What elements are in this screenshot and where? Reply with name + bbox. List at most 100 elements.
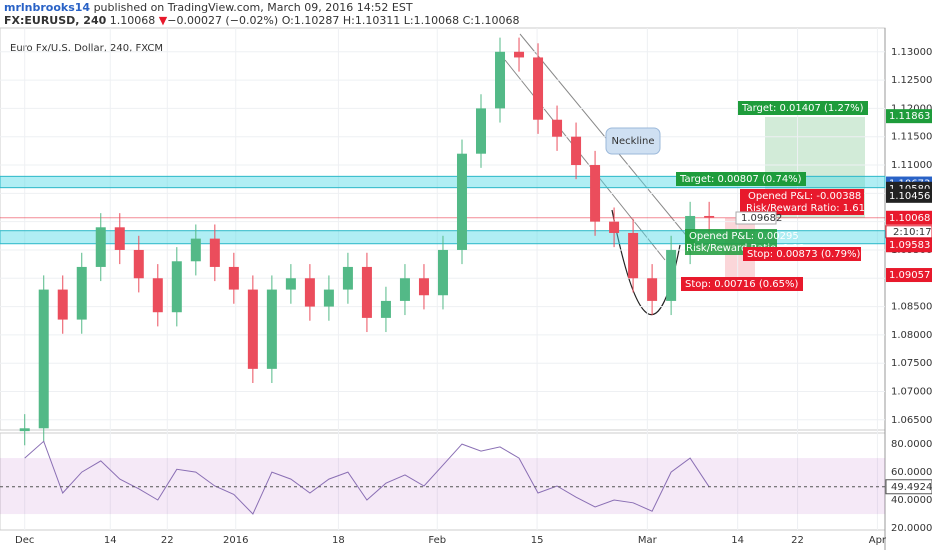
- y-tick-label: 1.08500: [891, 302, 932, 313]
- author: mrlnbrooks14: [4, 1, 90, 14]
- y-tick-label: 1.08000: [891, 330, 932, 341]
- candle-body: [209, 238, 220, 267]
- x-tick-label: 18: [332, 535, 345, 546]
- target-label: Target: 0.01407 (1.27%): [741, 103, 864, 114]
- price-marker-label: 1.09583: [889, 240, 930, 251]
- x-tick-label: 14: [104, 535, 117, 546]
- candle-body: [133, 249, 144, 279]
- channel-line: [504, 59, 666, 261]
- neckline-label: Neckline: [612, 136, 655, 147]
- target-box: [738, 101, 868, 115]
- zone: [0, 175, 886, 189]
- candle-body: [38, 289, 49, 429]
- x-tick-label: Apr: [869, 535, 887, 546]
- plot: [0, 37, 885, 515]
- candle-body: [628, 232, 639, 279]
- candle-body: [495, 51, 506, 109]
- candle-body: [247, 289, 258, 369]
- rsi-band: [0, 458, 885, 515]
- y-tick-label: 1.07500: [891, 358, 932, 369]
- x-tick-label: 22: [791, 535, 804, 546]
- candle-body: [190, 238, 201, 262]
- rsi-marker: [885, 479, 932, 495]
- price-marker-label: 1.10068: [889, 213, 930, 224]
- y-tick-label: 60.0000: [891, 467, 932, 478]
- candle-body: [114, 227, 125, 250]
- y-tick-label: 20.0000: [891, 523, 932, 534]
- candle-body: [704, 215, 715, 218]
- candle-body: [228, 266, 239, 290]
- price-marker-label: 1.11863: [889, 111, 930, 122]
- entry-label: 1.09682: [741, 213, 782, 224]
- annotation-labels: Neckline Target: 0.01407 (1.27%) Target:…: [605, 101, 868, 291]
- candle-body: [533, 57, 544, 120]
- candle-body: [19, 428, 30, 432]
- candle-body: [342, 266, 353, 290]
- rr-label: Risk/Reward Ratio: 1.61: [746, 203, 865, 214]
- price-marker: [886, 268, 932, 283]
- candle-body: [647, 278, 658, 301]
- x-tick-label: 22: [161, 535, 174, 546]
- candle-body: [418, 278, 429, 296]
- candle-body: [437, 249, 448, 296]
- ohlc: O:1.10287 H:1.10311 L:1.10068 C:1.10068: [282, 14, 520, 27]
- x-tick-label: 14: [731, 535, 744, 546]
- countdown: 2:10:17: [893, 227, 932, 238]
- candle-body: [57, 289, 68, 320]
- price-marker: [886, 109, 932, 124]
- candle-body: [266, 289, 277, 369]
- candle-body: [152, 278, 163, 313]
- candle-body: [666, 249, 677, 301]
- candle-body: [456, 153, 467, 250]
- candle-body: [514, 51, 525, 58]
- x-tick-label: Mar: [638, 535, 658, 546]
- candle-body: [552, 119, 563, 137]
- candle-body: [304, 278, 315, 307]
- y-tick-label: 1.13000: [891, 47, 932, 58]
- y-tick-label: 1.11000: [891, 160, 932, 171]
- arrow: ▼: [159, 14, 168, 27]
- change: −0.00027 (−0.02%): [167, 14, 278, 27]
- published: published on TradingView.com, March 09, …: [94, 1, 413, 14]
- y-tick-label: 1.07000: [891, 386, 932, 397]
- stop-box: [681, 277, 803, 291]
- candle-body: [380, 300, 391, 318]
- rsi-line: [24, 440, 710, 515]
- header-line: mrlnbrooks14 published on TradingView.co…: [4, 1, 413, 14]
- price-marker: [886, 188, 932, 203]
- pnl-box: [740, 189, 864, 215]
- candle-body: [323, 289, 334, 307]
- x-tick-label: Feb: [428, 535, 446, 546]
- price-marker-label: 1.09057: [889, 270, 930, 281]
- rsi-marker-label: 49.4924: [891, 482, 932, 493]
- price-marker: [886, 210, 932, 225]
- symbol: FX:EURUSD, 240: [4, 14, 107, 27]
- candle-body: [95, 227, 106, 267]
- y-tick-label: 1.12000: [891, 103, 932, 114]
- candle-body: [361, 266, 372, 318]
- stop-box: [743, 247, 861, 261]
- y-tick-label: 1.11500: [891, 132, 932, 143]
- candle-body: [399, 278, 410, 301]
- x-tick-label: 15: [531, 535, 544, 546]
- y-tick-label: 40.0000: [891, 495, 932, 506]
- candle-body: [171, 261, 182, 313]
- x-tick-label: 2016: [223, 535, 248, 546]
- candle-body: [76, 266, 87, 320]
- y-tick-label: 1.06500: [891, 415, 932, 426]
- stop-label: Stop: 0.00873 (0.79%): [747, 249, 860, 260]
- target-label: Target: 0.00807 (0.74%): [679, 174, 802, 185]
- quote-line: FX:EURUSD, 240 1.10068 ▼−0.00027 (−0.02%…: [4, 14, 520, 27]
- candle-body: [285, 278, 296, 290]
- target-box: [676, 172, 806, 186]
- candle-body: [609, 221, 620, 233]
- pnl-label: Opened P&L: -0.00388: [748, 191, 861, 202]
- entry-box: [735, 211, 777, 225]
- price-marker-label: 1.10456: [889, 191, 930, 202]
- countdown-box: [885, 225, 932, 239]
- pnl-label: Opened P&L: 0.00295: [689, 231, 799, 242]
- candle-body: [571, 136, 582, 166]
